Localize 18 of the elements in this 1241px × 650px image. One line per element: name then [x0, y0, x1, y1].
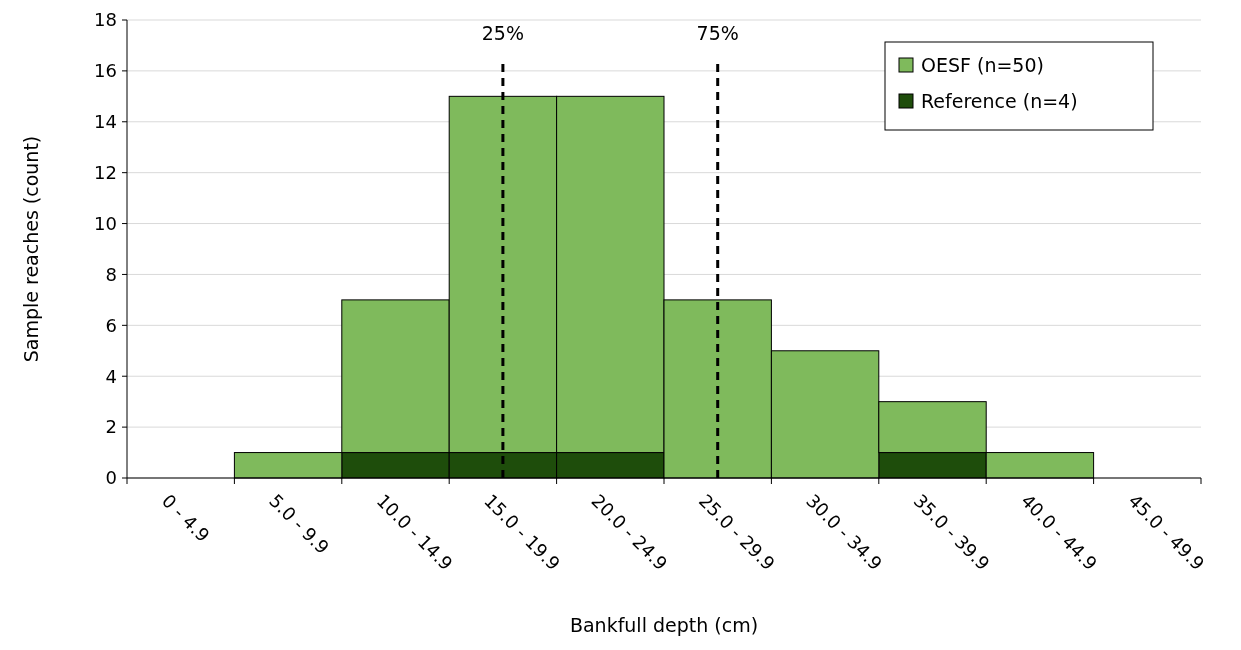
y-tick-label: 12	[94, 161, 117, 183]
y-tick-label: 4	[105, 365, 117, 387]
y-tick-label: 18	[94, 9, 117, 31]
ref-line-label: 75%	[696, 22, 739, 45]
legend-label: Reference (n=4)	[921, 89, 1078, 112]
y-tick-label: 14	[94, 111, 117, 133]
x-tick-label: 0 - 4.9	[157, 489, 214, 546]
legend-label: OESF (n=50)	[921, 53, 1044, 76]
y-tick-label: 2	[105, 416, 117, 438]
y-tick-label: 0	[105, 467, 117, 489]
x-axis-title: Bankfull depth (cm)	[569, 614, 759, 636]
ref-line-label: 25%	[481, 22, 525, 45]
y-tick-label: 8	[105, 263, 117, 285]
y-tick-label: 16	[94, 60, 117, 82]
x-tick-label: 5.0 - 9.9	[265, 489, 334, 559]
y-tick-label: 6	[105, 314, 117, 336]
y-axis-title: Sample reaches (count)	[20, 135, 42, 363]
y-tick-label: 10	[94, 212, 117, 234]
